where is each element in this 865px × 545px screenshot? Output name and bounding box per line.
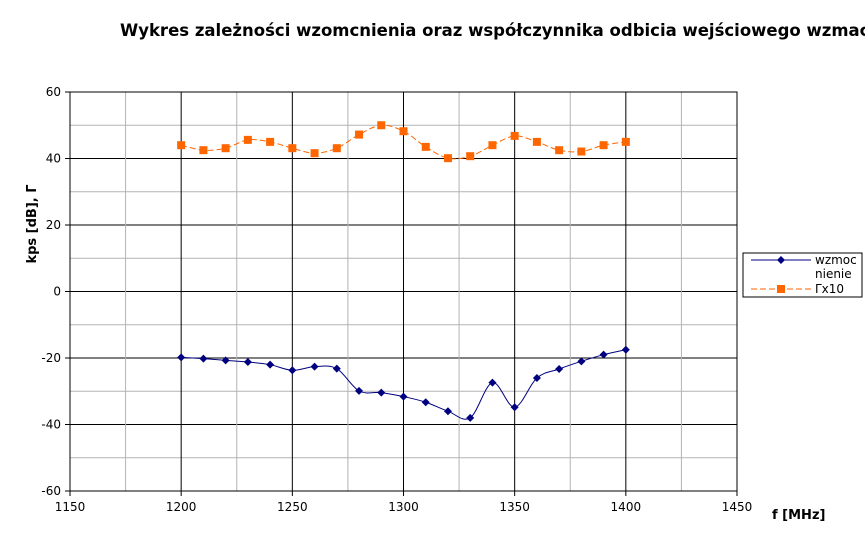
data-point-wzmocnienie bbox=[310, 362, 319, 371]
data-point-gamma bbox=[332, 144, 341, 153]
x-tick-label: 1200 bbox=[166, 500, 197, 514]
data-point-wzmocnienie bbox=[399, 392, 408, 401]
axis-ticks: -60 -40 -20 0 20 40 60 1150 1200 1250 1300 1350 1400… bbox=[41, 85, 752, 514]
data-point-wzmocnienie bbox=[355, 386, 364, 395]
y-axis-label: kps [dB], Γ bbox=[25, 184, 40, 263]
data-point-gamma bbox=[488, 141, 497, 150]
legend-label-wzmocnienie-1: wzmoc bbox=[815, 253, 857, 267]
data-point-gamma bbox=[599, 141, 608, 150]
data-point-gamma bbox=[310, 149, 319, 158]
y-tick-label: 0 bbox=[53, 285, 61, 299]
data-point-gamma bbox=[355, 130, 364, 139]
y-tick-label: -40 bbox=[41, 418, 61, 432]
x-tick-label: 1300 bbox=[388, 500, 419, 514]
x-axis-label: f [MHz] bbox=[772, 508, 825, 523]
data-point-gamma bbox=[377, 121, 386, 130]
data-point-wzmocnienie bbox=[377, 388, 386, 397]
data-point-gamma bbox=[466, 152, 475, 161]
data-point-wzmocnienie bbox=[621, 345, 630, 354]
data-point-wzmocnienie bbox=[177, 353, 186, 362]
data-point-wzmocnienie bbox=[599, 350, 608, 359]
y-tick-label: 40 bbox=[46, 152, 61, 166]
data-point-wzmocnienie bbox=[332, 364, 341, 373]
data-point-wzmocnienie bbox=[555, 364, 564, 373]
data-point-gamma bbox=[199, 146, 208, 155]
y-tick-label: 20 bbox=[46, 218, 61, 232]
data-point-wzmocnienie bbox=[466, 413, 475, 422]
series-line-gamma bbox=[181, 124, 626, 160]
data-point-gamma bbox=[555, 146, 564, 155]
chart-title: Wykres zależności wzomcnienia oraz współ… bbox=[120, 21, 865, 40]
data-point-wzmocnienie bbox=[443, 407, 452, 416]
x-tick-label: 1450 bbox=[722, 500, 753, 514]
y-tick-label: -60 bbox=[41, 484, 61, 498]
legend: wzmoc nienie Γx10 bbox=[742, 252, 863, 298]
data-point-gamma bbox=[221, 144, 230, 153]
data-point-wzmocnienie bbox=[488, 378, 497, 387]
data-point-wzmocnienie bbox=[243, 357, 252, 366]
data-point-gamma bbox=[532, 137, 541, 146]
data-point-gamma bbox=[443, 154, 452, 163]
data-point-gamma bbox=[621, 137, 630, 146]
data-point-gamma bbox=[577, 147, 586, 156]
gridlines bbox=[70, 92, 737, 491]
x-tick-label: 1150 bbox=[55, 500, 86, 514]
legend-label-gamma: Γx10 bbox=[815, 282, 844, 296]
series-markers bbox=[177, 121, 630, 422]
data-point-wzmocnienie bbox=[532, 373, 541, 382]
legend-marker-gamma bbox=[777, 285, 785, 293]
x-tick-label: 1250 bbox=[277, 500, 308, 514]
data-point-gamma bbox=[421, 142, 430, 151]
data-point-gamma bbox=[243, 135, 252, 144]
y-tick-label: 60 bbox=[46, 85, 61, 99]
legend-marker-wzmocnienie bbox=[777, 256, 785, 264]
data-point-wzmocnienie bbox=[288, 366, 297, 375]
data-point-wzmocnienie bbox=[221, 356, 230, 365]
data-point-gamma bbox=[510, 131, 519, 140]
y-tick-label: -20 bbox=[41, 351, 61, 365]
data-point-wzmocnienie bbox=[577, 357, 586, 366]
data-point-gamma bbox=[288, 144, 297, 153]
data-point-wzmocnienie bbox=[266, 360, 275, 369]
legend-label-wzmocnienie-2: nienie bbox=[815, 267, 852, 281]
x-tick-label: 1400 bbox=[611, 500, 642, 514]
x-tick-label: 1350 bbox=[499, 500, 530, 514]
data-point-gamma bbox=[177, 141, 186, 150]
data-point-gamma bbox=[399, 127, 408, 136]
data-point-wzmocnienie bbox=[199, 354, 208, 363]
data-point-gamma bbox=[266, 137, 275, 146]
data-point-wzmocnienie bbox=[510, 403, 519, 412]
data-point-wzmocnienie bbox=[421, 398, 430, 407]
